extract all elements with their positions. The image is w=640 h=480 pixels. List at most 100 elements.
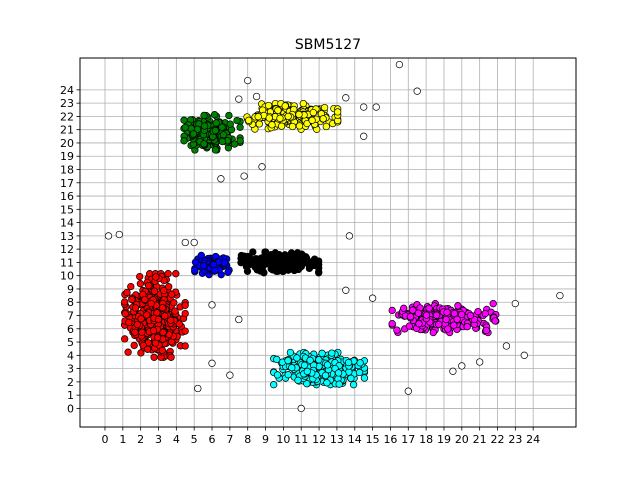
plot-frame [79, 57, 577, 428]
y-tick-label: 17 [60, 177, 74, 190]
outlier-point [345, 232, 354, 240]
data-point [425, 304, 433, 312]
data-point [481, 309, 489, 318]
data-point [181, 342, 189, 350]
outlier-point [342, 94, 350, 102]
data-point [435, 320, 443, 328]
data-point [236, 123, 244, 131]
data-point [294, 265, 303, 274]
data-point [273, 355, 281, 364]
data-point [355, 368, 364, 377]
y-tick-label: 22 [60, 110, 74, 123]
data-point [320, 103, 329, 112]
data-point [159, 328, 167, 336]
y-tick-label: 8 [67, 296, 74, 309]
y-tick-label: 12 [60, 243, 74, 256]
data-point [225, 111, 233, 120]
data-point [260, 269, 268, 277]
data-point [281, 102, 289, 110]
data-point [175, 320, 183, 328]
data-point [297, 257, 306, 265]
data-point [150, 287, 159, 295]
x-tick-label: 22 [490, 433, 504, 446]
data-point [254, 256, 262, 265]
data-point [429, 328, 437, 337]
data-point [123, 288, 131, 297]
data-point [279, 267, 287, 276]
data-point [315, 264, 323, 272]
outlier-point [208, 301, 216, 309]
y-tick-label: 2 [67, 376, 74, 389]
y-tick-label: 10 [60, 270, 74, 283]
outlier-point [258, 163, 266, 171]
data-point [463, 323, 471, 331]
data-point [150, 353, 158, 361]
y-tick-label: 14 [60, 217, 74, 230]
y-tick-label: 18 [60, 163, 74, 176]
outlier-point [476, 358, 484, 366]
data-point [233, 116, 241, 125]
data-point [181, 309, 189, 318]
outlier-point [556, 291, 564, 300]
data-point [453, 315, 461, 323]
data-point [131, 304, 140, 312]
data-point [458, 310, 466, 319]
data-point [160, 286, 168, 295]
data-point [267, 261, 275, 270]
y-tick-label: 24 [60, 84, 74, 97]
data-point [211, 146, 220, 154]
data-point [220, 259, 229, 267]
data-point [218, 123, 226, 131]
data-point [130, 341, 138, 350]
x-tick-label: 11 [294, 433, 308, 446]
outlier-point [240, 172, 248, 180]
data-point [121, 310, 129, 318]
data-point [154, 315, 163, 324]
data-point [303, 367, 311, 376]
x-tick-label: 17 [401, 433, 415, 446]
outlier-point [115, 230, 123, 239]
data-point [318, 349, 326, 357]
data-point [344, 358, 353, 367]
data-point [454, 302, 462, 310]
data-point [409, 306, 417, 314]
data-point [224, 268, 232, 276]
x-tick-label: 0 [101, 433, 108, 446]
data-point [191, 266, 199, 274]
data-point [211, 126, 220, 135]
data-point [442, 315, 450, 324]
data-point [167, 353, 175, 361]
data-point [243, 257, 252, 265]
outlier-point [404, 387, 412, 395]
y-tick-label: 23 [60, 97, 74, 110]
data-point [415, 320, 423, 328]
data-point [306, 356, 314, 364]
data-point [388, 320, 396, 328]
data-point [153, 333, 162, 342]
data-point [254, 113, 262, 121]
y-tick-label: 19 [60, 150, 74, 163]
data-point [161, 312, 169, 320]
data-point [356, 359, 364, 367]
outlier-point [297, 404, 305, 413]
x-tick-label: 2 [137, 433, 144, 446]
data-point [293, 354, 301, 362]
data-point [309, 108, 317, 117]
data-point [181, 123, 189, 132]
outlier-point [395, 60, 404, 69]
x-tick-label: 5 [191, 433, 198, 446]
data-point [245, 116, 253, 124]
data-point [171, 307, 179, 315]
x-tick-label: 18 [419, 433, 433, 446]
outlier-point [458, 362, 466, 370]
data-point [450, 321, 458, 329]
data-points [104, 60, 564, 413]
data-point [265, 114, 273, 122]
data-point [286, 348, 295, 357]
y-tick-label: 16 [60, 190, 74, 203]
data-point [284, 371, 292, 379]
data-point [164, 270, 172, 278]
data-point [127, 282, 135, 291]
data-point [210, 111, 219, 119]
x-tick-label: 1 [119, 433, 126, 446]
